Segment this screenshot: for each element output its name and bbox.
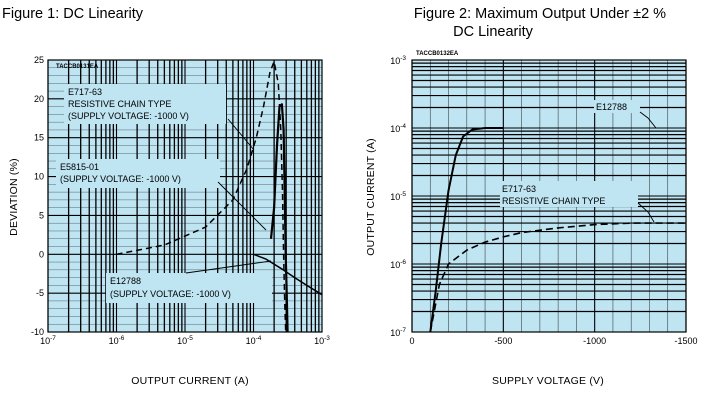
y-tick-label: 10-6 [390, 259, 406, 270]
y-tick-label: 10 [34, 172, 44, 182]
tick-base: 10 [314, 336, 324, 346]
x-tick-label: -500 [494, 336, 512, 346]
tick-base: 10 [40, 336, 50, 346]
tick-exponent: -3 [400, 55, 406, 62]
tick-exponent: -4 [400, 123, 406, 130]
figure-1-x-axis-title: OUTPUT CURRENT (A) [131, 375, 249, 387]
figure-2-x-tick-labels: 0 -500 -1000 -1500 [409, 336, 697, 346]
series-e12788 [429, 127, 504, 333]
y-tick-label: 25 [34, 55, 44, 65]
tick-base: 10 [109, 336, 119, 346]
annotation-backdrop [106, 273, 272, 303]
tick-base: 10 [390, 328, 400, 338]
annotation-backdrop [500, 181, 638, 207]
annotation-line: (SUPPLY VOLTAGE: -1000 V) [110, 289, 231, 299]
y-tick-label: -10 [31, 327, 44, 337]
tick-base: 10 [246, 336, 256, 346]
figure-1-code: TACCB0131EA [56, 64, 99, 70]
y-tick-label: 10-5 [390, 191, 406, 202]
figure-1-y-tick-labels: 25 20 15 10 5 0 -5 -10 [31, 55, 44, 337]
x-tick-label: 0 [409, 336, 414, 346]
figure-1-annotation-e12788: E12788 (SUPPLY VOLTAGE: -1000 V) [106, 273, 272, 303]
series-e717-63-dashed [429, 222, 686, 333]
annotation-line: E717-63 [68, 87, 102, 97]
figure-2-leader-e12788 [639, 111, 657, 129]
annotation-line: (SUPPLY VOLTAGE: -1000 V) [68, 111, 189, 121]
annotation-line: E12788 [110, 276, 141, 286]
tick-base: 10 [390, 124, 400, 134]
y-tick-label: -5 [36, 288, 44, 298]
figure-1-plot-border [47, 59, 323, 333]
figure-2-y-axis-title: OUTPUT CURRENT (A) [365, 138, 377, 256]
figure-2-grid [411, 60, 687, 333]
annotation-backdrop [56, 159, 220, 188]
tick-exponent: -5 [400, 191, 406, 198]
x-tick-label: -1000 [583, 336, 606, 346]
annotation-line: E5815-01 [60, 162, 99, 172]
annotation-line: RESISTIVE CHAIN TYPE [502, 196, 605, 206]
figure-2-annotation-e717: E717-63 RESISTIVE CHAIN TYPE [500, 181, 638, 207]
y-tick-label: 15 [34, 133, 44, 143]
tick-exponent: -4 [256, 335, 262, 342]
figure-1-y-axis-title: DEVIATION (%) [8, 158, 20, 236]
figure-2-x-axis-title: SUPPLY VOLTAGE (V) [492, 375, 604, 387]
figure-2-title-line-1: Figure 2: Maximum Output Under ±2 % [414, 6, 666, 22]
figure-2-series-group [429, 127, 686, 333]
y-tick-label: 0 [39, 249, 44, 259]
annotation-line: E12788 [596, 102, 627, 112]
figure-2: Figure 2: Maximum Output Under ±2 % DC L… [365, 6, 698, 387]
tick-exponent: -5 [187, 335, 193, 342]
figure-1-x-tick-labels: 10-7 10-6 10-5 10-4 10-3 [40, 335, 330, 346]
y-tick-label: 20 [34, 94, 44, 104]
x-tick-label: 10-4 [246, 335, 262, 346]
tick-exponent: -3 [324, 335, 330, 342]
x-tick-label: 10-6 [109, 335, 125, 346]
annotation-backdrop [64, 84, 226, 124]
annotation-line: (SUPPLY VOLTAGE: -1000 V) [60, 174, 181, 184]
annotation-line: E717-63 [502, 184, 536, 194]
figure-1: Figure 1: DC Linearity TACCB0131EA 25 20 1… [2, 6, 330, 387]
y-tick-label: 5 [39, 210, 44, 220]
figure-1-annotation-e5815: E5815-01 (SUPPLY VOLTAGE: -1000 V) [56, 159, 220, 188]
x-tick-label: -1500 [674, 336, 697, 346]
x-tick-label: 10-3 [314, 335, 330, 346]
annotation-line: RESISTIVE CHAIN TYPE [68, 99, 171, 109]
figure-2-annotation-e12788: E12788 [594, 100, 640, 113]
tick-exponent: -6 [400, 259, 406, 266]
series-e12788 [253, 253, 323, 296]
y-tick-label: 10-4 [390, 123, 406, 134]
tick-base: 10 [390, 260, 400, 270]
figure-2-y-tick-labels: 10-310-410-510-610-7 [390, 55, 406, 338]
figure-2-leader-e717 [637, 202, 655, 223]
tick-base: 10 [390, 192, 400, 202]
figure-2-code: TACCB0132EA [416, 51, 459, 57]
y-tick-label: 10-3 [390, 55, 406, 66]
tick-base: 10 [177, 336, 187, 346]
tick-base: 10 [390, 56, 400, 66]
figure-1-leader-e12788 [185, 260, 272, 274]
figure-1-leader-e717 [227, 118, 255, 151]
tick-exponent: -7 [400, 327, 406, 334]
figure-2-plot-border [411, 59, 687, 333]
tick-exponent: -7 [50, 335, 56, 342]
y-tick-label: 10-7 [390, 327, 406, 338]
series-e5815-01 [269, 103, 289, 333]
figure-1-leader-e5815 [217, 181, 267, 231]
figure-2-title-line-2: DC Linearity [453, 24, 534, 40]
figure-1-annotation-e717: E717-63 RESISTIVE CHAIN TYPE (SUPPLY VOL… [64, 84, 226, 124]
annotation-backdrop [594, 100, 640, 113]
figure-1-title: Figure 1: DC Linearity [2, 6, 144, 22]
tick-exponent: -6 [119, 335, 125, 342]
x-tick-label: 10-7 [40, 335, 56, 346]
x-tick-label: 10-5 [177, 335, 193, 346]
figure-1-series-group [116, 60, 323, 333]
